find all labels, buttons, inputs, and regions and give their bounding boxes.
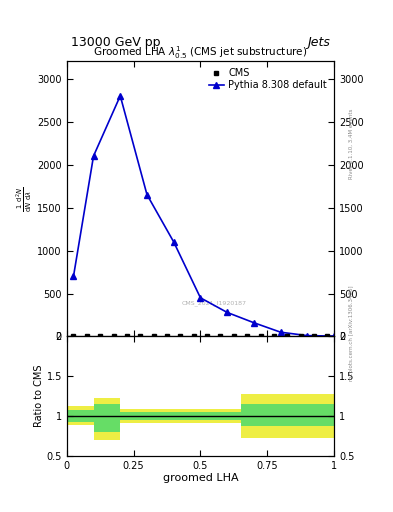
Title: Groomed LHA $\lambda^{1}_{0.5}$ (CMS jet substructure): Groomed LHA $\lambda^{1}_{0.5}$ (CMS jet… [93,45,308,61]
CMS [165,333,169,339]
Text: Rivet 3.1.10, 3.4M events: Rivet 3.1.10, 3.4M events [349,108,354,179]
CMS [191,333,196,339]
Text: Jets: Jets [307,36,330,49]
Text: $\frac{1}{\mathrm{d}N}\frac{\mathrm{d}^2N}{\mathrm{d}\lambda}$: $\frac{1}{\mathrm{d}N}\frac{\mathrm{d}^2… [14,186,34,211]
CMS [111,333,116,339]
CMS [71,333,76,339]
Pythia 8.308 default [171,239,176,245]
CMS [178,333,183,339]
CMS [285,333,290,339]
Pythia 8.308 default [198,295,203,301]
Pythia 8.308 default [91,153,96,159]
Legend: CMS, Pythia 8.308 default: CMS, Pythia 8.308 default [207,66,329,92]
Pythia 8.308 default [278,329,283,335]
Pythia 8.308 default [305,333,310,339]
Pythia 8.308 default [332,333,336,339]
Line: CMS: CMS [71,334,330,339]
CMS [84,333,89,339]
Pythia 8.308 default [252,319,256,326]
Line: Pythia 8.308 default: Pythia 8.308 default [70,92,338,339]
CMS [138,333,143,339]
CMS [231,333,236,339]
X-axis label: groomed LHA: groomed LHA [163,473,238,483]
CMS [218,333,223,339]
Text: mcplots.cern.ch [arXiv:1306.3436]: mcplots.cern.ch [arXiv:1306.3436] [349,285,354,380]
CMS [298,333,303,339]
Pythia 8.308 default [118,93,123,99]
Pythia 8.308 default [225,309,230,315]
Pythia 8.308 default [71,273,76,280]
Text: CMS_2021_I1920187: CMS_2021_I1920187 [181,301,246,306]
CMS [98,333,103,339]
Text: 13000 GeV pp: 13000 GeV pp [71,36,160,49]
CMS [205,333,209,339]
CMS [325,333,330,339]
CMS [151,333,156,339]
CMS [245,333,250,339]
CMS [125,333,129,339]
CMS [258,333,263,339]
CMS [272,333,276,339]
Y-axis label: Ratio to CMS: Ratio to CMS [34,365,44,428]
CMS [312,333,316,339]
Pythia 8.308 default [145,191,149,198]
